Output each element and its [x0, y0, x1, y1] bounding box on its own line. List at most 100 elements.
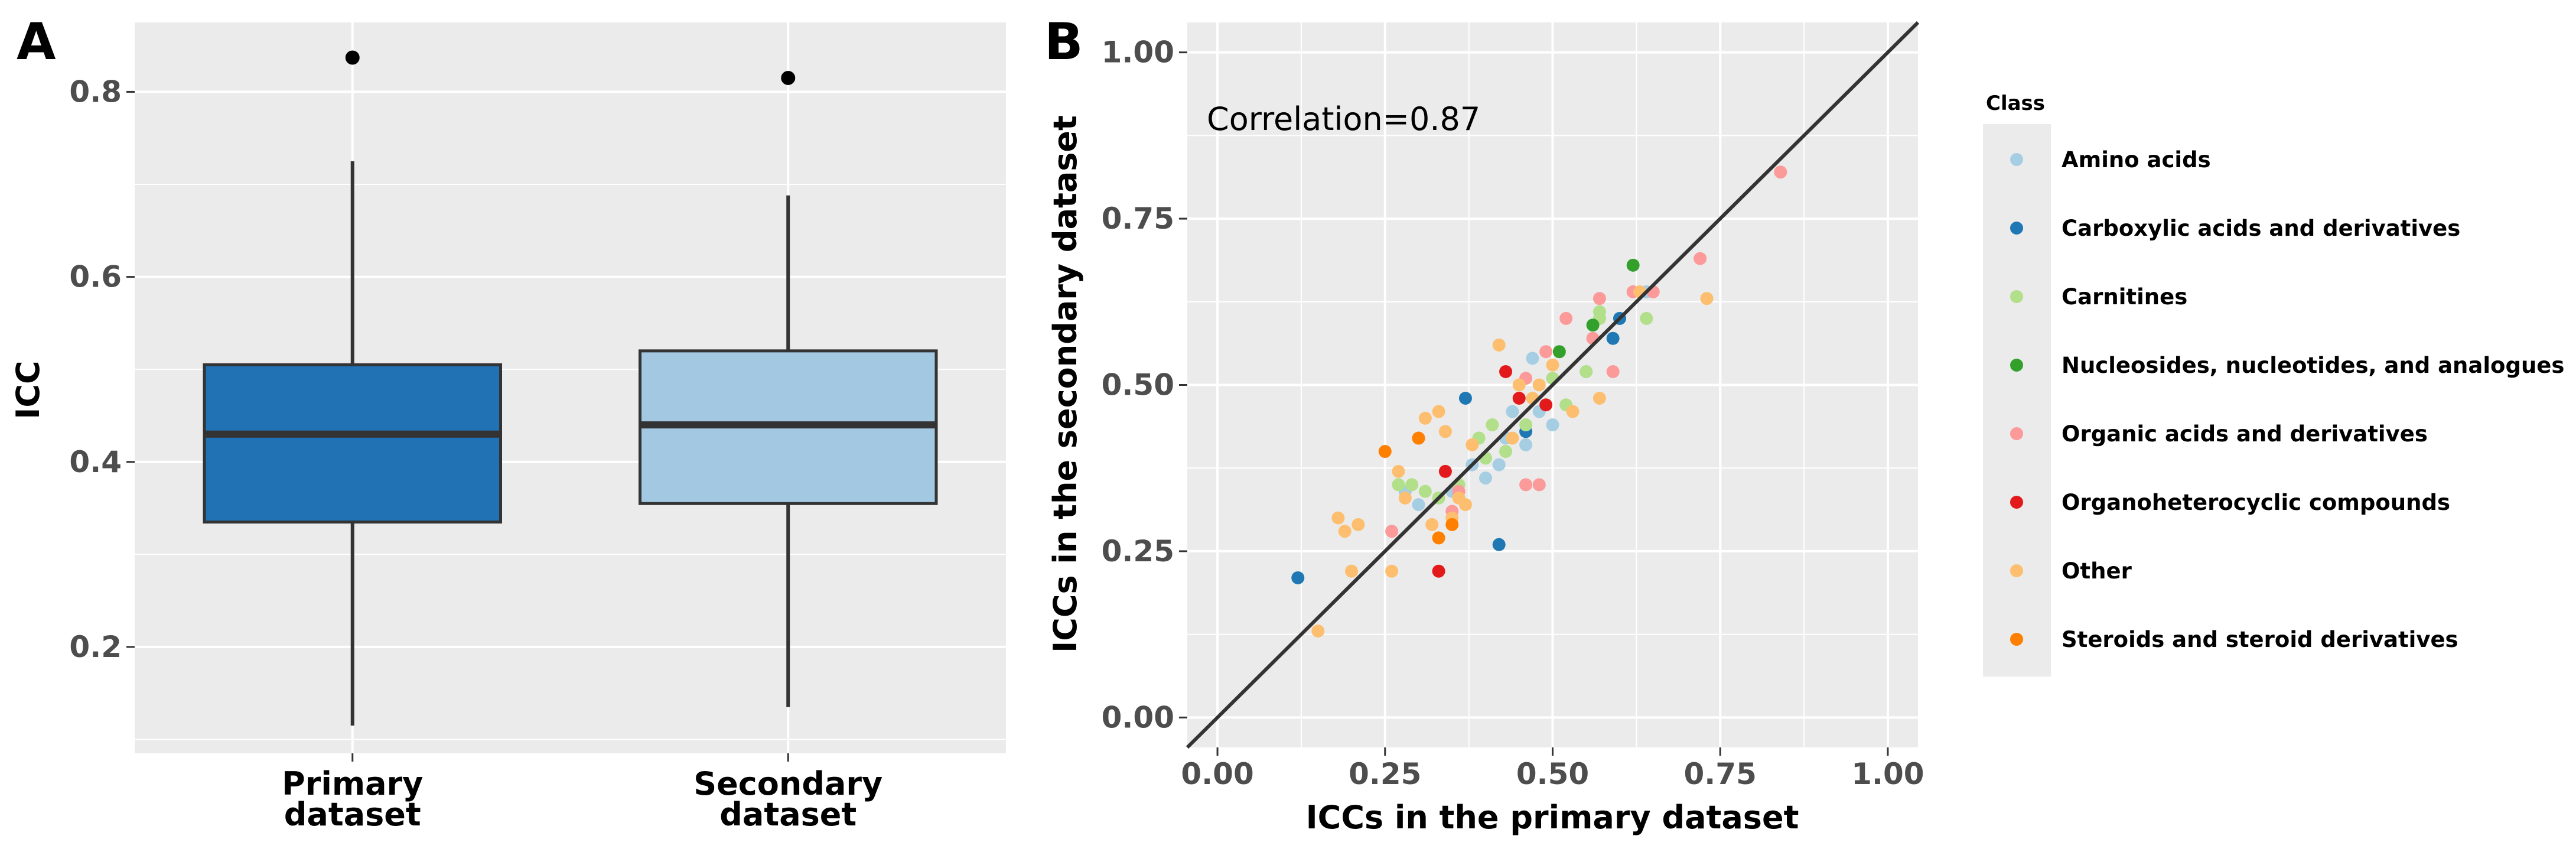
panel-b-x-tick-label: 1.00 [1851, 757, 1924, 791]
panel-b-y-tick-label: 1.00 [1102, 35, 1174, 70]
panel-b-label: B [1044, 12, 1083, 71]
scatter-point [1586, 318, 1600, 332]
scatter-point [1519, 438, 1533, 451]
legend-key [2010, 564, 2023, 577]
scatter-point [1774, 165, 1787, 179]
legend-key [2010, 427, 2023, 440]
panel-b-y-tick-label: 0.25 [1102, 534, 1174, 568]
panel-a-category-label: dataset [284, 796, 421, 833]
panel-b-x-tick-label: 0.50 [1516, 757, 1589, 791]
scatter-point [1539, 345, 1553, 359]
scatter-point [1479, 471, 1493, 485]
panel-b-gridlines [1187, 22, 1918, 747]
panel-b: B Correlation=0.87 0.00 0.25 0.50 0.75 1.00 … [1044, 12, 1924, 836]
legend-label: Other [2062, 558, 2132, 584]
scatter-point [1532, 478, 1546, 492]
scatter-point [1438, 425, 1452, 438]
scatter-point [1291, 571, 1305, 584]
panel-a: A 0.20.40.60.8 PrimarydatasetSecondaryda… [9, 12, 1006, 833]
scatter-point [1378, 445, 1392, 458]
panel-b-x-ticks: 0.00 0.25 0.50 0.75 1.00 [1181, 747, 1924, 791]
scatter-point [1458, 498, 1472, 512]
scatter-point [1606, 365, 1620, 378]
scatter-point [1593, 392, 1606, 405]
legend-key [2010, 359, 2023, 372]
scatter-point [1499, 445, 1513, 458]
scatter-point [1425, 518, 1439, 531]
panel-a-category-label: Secondary [693, 765, 882, 802]
scatter-point [1532, 378, 1546, 392]
scatter-point [1412, 431, 1425, 445]
scatter-point [1519, 478, 1533, 492]
scatter-point [1499, 365, 1513, 378]
scatter-point [1351, 518, 1365, 531]
scatter-point [1512, 378, 1526, 392]
legend-key [2010, 222, 2023, 235]
panel-b-x-tick-label: 0.75 [1684, 757, 1757, 791]
scatter-point [1418, 484, 1432, 498]
scatter-point [1640, 311, 1653, 325]
scatter-point [1405, 478, 1419, 492]
legend-label: Organoheterocyclic compounds [2062, 490, 2450, 515]
panel-b-y-tick-label: 0.50 [1102, 368, 1174, 402]
panel-b-y-ticks: 0.00 0.25 0.50 0.75 1.00 [1102, 35, 1187, 734]
legend-key [2010, 153, 2023, 166]
scatter-point [1539, 398, 1553, 412]
panel-b-diagonal [1186, 21, 1920, 749]
legend-label: Carnitines [2062, 284, 2187, 310]
scatter-point [1700, 292, 1714, 305]
scatter-point [1432, 405, 1445, 418]
panel-a-boxes [203, 50, 938, 726]
legend-label: Nucleosides, nucleotides, and analogues [2062, 353, 2564, 378]
scatter-point [1412, 498, 1425, 512]
scatter-point [1311, 625, 1325, 638]
box-iqr [203, 363, 502, 524]
panel-b-x-tick-label: 0.25 [1349, 757, 1421, 791]
scatter-point [1626, 258, 1640, 272]
scatter-point [1566, 405, 1580, 418]
scatter-point [1331, 511, 1345, 525]
scatter-point [1385, 564, 1399, 578]
panel-b-y-tick-label: 0.00 [1102, 700, 1174, 734]
panel-b-x-axis-title: ICCs in the primary dataset [1306, 799, 1799, 836]
scatter-point [1512, 392, 1526, 405]
scatter-point [1526, 352, 1539, 365]
legend-items: Amino acids Carboxylic acids and derivati… [2010, 147, 2564, 652]
panel-a-y-tick-label: 0.4 [69, 445, 122, 479]
scatter-point [1398, 491, 1412, 505]
legend-label: Carboxylic acids and derivatives [2062, 216, 2460, 241]
panel-a-label: A [17, 12, 56, 71]
panel-a-y-tick-label: 0.8 [69, 74, 122, 109]
scatter-point [1385, 525, 1399, 538]
scatter-point [1392, 478, 1405, 492]
scatter-point [1458, 392, 1472, 405]
legend: Class Amino acids Carboxylic acids and de… [1983, 92, 2564, 677]
legend-key-background [1983, 124, 2051, 677]
scatter-point [1492, 458, 1506, 471]
scatter-point [1486, 418, 1499, 432]
scatter-point [1552, 345, 1566, 359]
scatter-point [1438, 464, 1452, 478]
scatter-point [1392, 464, 1405, 478]
scatter-point [1593, 305, 1606, 318]
scatter-point [1432, 564, 1445, 578]
scatter-point [1694, 252, 1707, 265]
identity-line [1186, 21, 1920, 749]
scatter-point [1506, 431, 1519, 445]
legend-label: Amino acids [2062, 147, 2211, 173]
legend-key [2010, 496, 2023, 509]
scatter-point [1606, 331, 1620, 345]
scatter-point [1593, 292, 1606, 305]
scatter-point [1580, 365, 1593, 378]
legend-label: Steroids and steroid derivatives [2062, 627, 2458, 652]
panel-b-y-tick-label: 0.75 [1102, 201, 1174, 236]
scatter-point [1492, 538, 1506, 551]
panel-b-y-axis-title: ICCs in the secondary dataset [1047, 115, 1084, 653]
scatter-point [1432, 531, 1445, 545]
panel-a-y-tick-label: 0.2 [69, 630, 122, 664]
scatter-point [1546, 358, 1559, 372]
scatter-point [1559, 311, 1573, 325]
legend-key [2010, 290, 2023, 303]
